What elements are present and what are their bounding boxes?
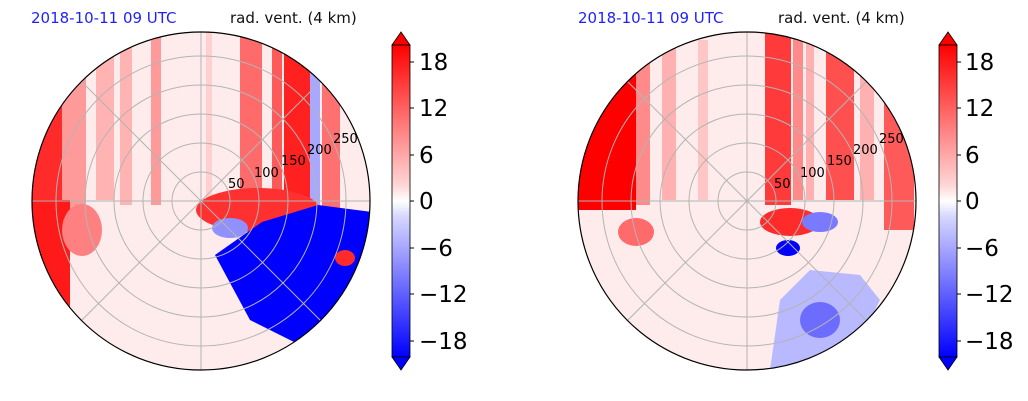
colorbar-right-tick-neg12: −12 — [965, 282, 1014, 308]
colorbar-right-max-extend — [938, 31, 958, 46]
colorbar-right-bar — [938, 44, 958, 358]
radial-tick-200: 200 — [853, 143, 878, 158]
radial-tick-150: 150 — [281, 154, 306, 169]
panel-right-colorbar: 18 12 6 0 −6 −12 −18 — [938, 31, 1014, 371]
colorbar-left-bar — [391, 44, 411, 358]
panel-left-colorbar: 18 12 6 0 −6 −12 −18 — [391, 31, 468, 371]
radial-tick-200: 200 — [307, 143, 332, 158]
colorbar-left-tick-neg18: −18 — [419, 329, 468, 355]
radial-tick-100: 100 — [800, 166, 825, 181]
panel-right-variable-title: rad. vent. (4 km) — [778, 9, 905, 27]
colorbar-left-tick-neg12: −12 — [419, 282, 468, 308]
radial-tick-250: 250 — [333, 132, 358, 147]
colorbar-right-tick-12: 12 — [965, 96, 994, 122]
panel-right: 2018-10-11 09 UTC rad. vent. (4 km) — [577, 9, 1014, 371]
panel-left: 2018-10-11 09 UTC rad. vent. (4 km) — [31, 9, 468, 371]
colorbar-left-tick-0: 0 — [419, 189, 434, 215]
panel-right-polar-frame — [577, 31, 917, 371]
panel-left-polar-frame — [31, 31, 371, 371]
panel-left-variable-title: rad. vent. (4 km) — [230, 9, 357, 27]
colorbar-left-tick-12: 12 — [419, 96, 448, 122]
colorbar-right-tick-0: 0 — [965, 189, 980, 215]
radial-tick-250: 250 — [879, 132, 904, 147]
colorbar-right-tick-neg6: −6 — [965, 236, 999, 262]
colorbar-left-tick-6: 6 — [419, 143, 434, 169]
radial-tick-50: 50 — [228, 177, 245, 192]
radial-tick-150: 150 — [827, 154, 852, 169]
panel-right-polar-grid — [578, 32, 916, 370]
colorbar-right-tick-18: 18 — [965, 50, 994, 76]
panel-left-radial-tick-labels: 50 100 150 200 250 — [228, 132, 358, 192]
panel-left-date-title: 2018-10-11 09 UTC — [31, 9, 177, 27]
radial-tick-100: 100 — [254, 166, 279, 181]
colorbar-left-max-extend — [391, 31, 411, 46]
colorbar-right-tick-6: 6 — [965, 143, 980, 169]
colorbar-left-tick-18: 18 — [419, 50, 448, 76]
colorbar-left-tick-neg6: −6 — [419, 236, 453, 262]
panel-right-radial-tick-labels: 50 100 150 200 250 — [774, 132, 904, 192]
colorbar-left-min-extend — [391, 356, 411, 371]
radial-tick-50: 50 — [774, 177, 791, 192]
panel-left-polar-grid — [32, 32, 370, 370]
panel-right-date-title: 2018-10-11 09 UTC — [578, 9, 724, 27]
colorbar-right-min-extend — [938, 356, 958, 371]
colorbar-right-tick-neg18: −18 — [965, 329, 1014, 355]
